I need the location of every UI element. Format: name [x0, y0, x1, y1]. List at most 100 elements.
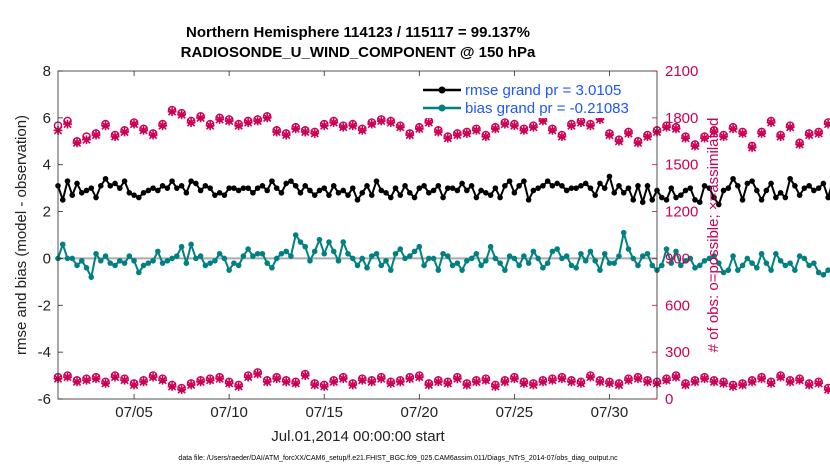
bias-point: [169, 255, 175, 262]
rmse-point: [435, 183, 442, 189]
obs-assimilated-point: [433, 127, 443, 137]
bias-point: [330, 248, 337, 255]
rmse-point: [112, 180, 118, 187]
bias-point: [359, 255, 366, 262]
rmse-point: [226, 185, 232, 191]
bias-point: [611, 260, 618, 266]
obs-assimilated-point: [719, 378, 728, 388]
bias-point: [183, 260, 190, 266]
obs-assimilated-point: [110, 132, 120, 141]
bias-point: [459, 267, 465, 273]
bias-point: [117, 257, 123, 264]
rmse-point: [782, 194, 789, 201]
y-left-tick-label: 0: [43, 250, 51, 267]
bias-point: [112, 262, 118, 269]
rmse-series: [55, 173, 830, 208]
rmse-point: [93, 194, 99, 201]
obs-assimilated-point: [548, 375, 557, 385]
rmse-point: [269, 178, 275, 184]
rmse-point: [174, 185, 180, 191]
bias-point: [254, 250, 261, 257]
obs-assimilated-point: [471, 377, 481, 387]
bias-point: [150, 257, 156, 264]
bias-point: [74, 262, 80, 269]
obs-assimilated-point: [348, 380, 358, 390]
bias-point: [787, 260, 793, 266]
bias-point: [440, 250, 446, 257]
bias-point: [464, 257, 470, 264]
obs-assimilated-point: [605, 130, 614, 140]
y-left-tick-label: -4: [38, 344, 51, 361]
bias-point: [530, 248, 537, 255]
bias-point: [411, 248, 418, 255]
y-right-tick-label: 0: [665, 391, 673, 408]
rmse-point: [725, 185, 732, 191]
obs-assimilated-point: [785, 122, 795, 132]
bias-point: [231, 260, 237, 266]
obs-assimilated-point: [567, 377, 576, 387]
rmse-point: [416, 185, 423, 191]
rmse-point: [478, 187, 484, 194]
rmse-point: [516, 183, 522, 189]
obs-assimilated-point: [738, 380, 747, 390]
y-right-tick-label: 300: [665, 344, 690, 361]
obs-assimilated-point: [823, 119, 830, 129]
obs-assimilated-point: [681, 380, 690, 390]
bias-point: [174, 253, 180, 259]
obs-assimilated-point: [367, 377, 377, 387]
obs-assimilated-point: [177, 110, 187, 120]
bias-point: [78, 257, 85, 264]
obs-assimilated-point: [643, 132, 652, 141]
obs-assimilated-point: [319, 382, 329, 391]
bias-point: [212, 257, 218, 264]
rmse-point: [426, 190, 432, 196]
obs-assimilated-point: [405, 374, 415, 384]
rmse-point: [568, 185, 575, 191]
y-right-tick-label: 1500: [665, 157, 698, 174]
bias-point: [340, 239, 347, 245]
obs-assimilated-point: [72, 138, 82, 148]
y-left-tick-label: -6: [38, 391, 51, 408]
bias-point: [763, 260, 770, 266]
rmse-point: [188, 178, 194, 184]
rmse-point: [392, 185, 399, 191]
obs-assimilated-point: [690, 377, 700, 387]
rmse-point: [578, 183, 584, 189]
rmse-point: [88, 185, 95, 191]
obs-assimilated-point: [243, 118, 253, 127]
obs-assimilated-point: [281, 377, 291, 387]
rmse-point: [483, 190, 489, 196]
obs-assimilated-point: [310, 129, 320, 138]
obs-assimilated-point: [766, 118, 776, 127]
obs-assimilated-point: [300, 127, 310, 137]
bias-point: [188, 241, 194, 248]
bias-point: [159, 260, 166, 266]
obs-assimilated-point: [357, 375, 367, 385]
rmse-point: [787, 175, 793, 182]
rmse-point: [796, 192, 803, 198]
bias-point: [406, 253, 413, 259]
bias-point: [69, 255, 76, 262]
obs-assimilated-point: [700, 374, 709, 384]
bias-point: [316, 236, 323, 243]
rmse-point: [212, 192, 218, 198]
rmse-point: [468, 183, 475, 189]
bias-point: [815, 269, 822, 276]
bias-point: [250, 253, 256, 259]
rmse-point: [169, 178, 175, 184]
rmse-point: [792, 183, 798, 189]
y-left-tick-label: 6: [43, 110, 51, 127]
legend-rmse-label: rmse grand pr = 3.0105: [465, 82, 621, 99]
obs-assimilated-point: [814, 129, 824, 138]
obs-assimilated-point: [662, 122, 671, 132]
obs-assimilated-point: [310, 380, 320, 390]
bias-point: [796, 253, 803, 259]
obs-assimilated-point: [395, 122, 405, 132]
bias-point: [497, 260, 503, 266]
rmse-point: [254, 185, 261, 191]
bias-point: [88, 274, 95, 280]
rmse-point: [758, 197, 765, 203]
rmse-point: [83, 187, 90, 194]
bias-point: [216, 250, 223, 257]
bias-point: [782, 262, 789, 269]
